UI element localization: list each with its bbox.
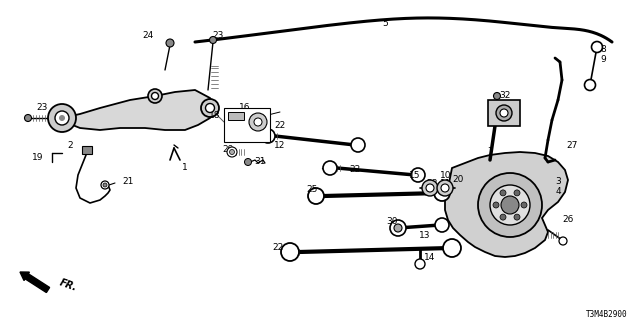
Circle shape bbox=[152, 92, 159, 100]
Circle shape bbox=[244, 158, 252, 165]
Circle shape bbox=[166, 39, 174, 47]
Circle shape bbox=[254, 118, 262, 126]
Polygon shape bbox=[58, 90, 215, 130]
Circle shape bbox=[559, 237, 567, 245]
Polygon shape bbox=[445, 152, 568, 257]
Circle shape bbox=[422, 180, 438, 196]
Text: 4: 4 bbox=[555, 188, 561, 196]
Bar bbox=[488, 100, 520, 126]
Circle shape bbox=[249, 113, 267, 131]
Circle shape bbox=[514, 190, 520, 196]
Text: 9: 9 bbox=[600, 55, 606, 65]
Text: 16: 16 bbox=[239, 103, 251, 113]
Text: 7: 7 bbox=[487, 148, 493, 156]
Circle shape bbox=[205, 103, 214, 113]
Circle shape bbox=[390, 220, 406, 236]
Circle shape bbox=[500, 190, 506, 196]
Circle shape bbox=[48, 104, 76, 132]
Circle shape bbox=[500, 109, 508, 117]
FancyArrow shape bbox=[20, 272, 50, 292]
Circle shape bbox=[415, 259, 425, 269]
Circle shape bbox=[411, 168, 425, 182]
Circle shape bbox=[323, 161, 337, 175]
Text: 14: 14 bbox=[424, 253, 436, 262]
Circle shape bbox=[148, 89, 162, 103]
Text: 5: 5 bbox=[382, 20, 388, 28]
Text: 22: 22 bbox=[349, 165, 360, 174]
Circle shape bbox=[101, 181, 109, 189]
Text: 32: 32 bbox=[499, 92, 511, 100]
Circle shape bbox=[261, 129, 275, 143]
Circle shape bbox=[351, 138, 365, 152]
Text: 12: 12 bbox=[275, 141, 285, 150]
Circle shape bbox=[490, 185, 530, 225]
Circle shape bbox=[434, 185, 450, 201]
Text: 15: 15 bbox=[409, 171, 420, 180]
Text: 21: 21 bbox=[122, 178, 134, 187]
Circle shape bbox=[584, 79, 595, 91]
Circle shape bbox=[591, 42, 602, 52]
Circle shape bbox=[500, 214, 506, 220]
Text: 10: 10 bbox=[440, 171, 452, 180]
Text: 17: 17 bbox=[239, 114, 251, 123]
Circle shape bbox=[227, 147, 237, 157]
Text: 23: 23 bbox=[36, 103, 48, 113]
Text: FR.: FR. bbox=[58, 277, 78, 293]
Circle shape bbox=[281, 243, 299, 261]
Circle shape bbox=[501, 196, 519, 214]
Circle shape bbox=[24, 115, 31, 122]
Text: 23: 23 bbox=[212, 30, 224, 39]
Polygon shape bbox=[228, 112, 244, 120]
Circle shape bbox=[201, 99, 219, 117]
Circle shape bbox=[435, 218, 449, 232]
Text: 11: 11 bbox=[440, 179, 452, 188]
Bar bbox=[224, 108, 270, 142]
Text: 24: 24 bbox=[142, 31, 154, 41]
Circle shape bbox=[496, 105, 512, 121]
Text: 1: 1 bbox=[182, 164, 188, 172]
Text: 22: 22 bbox=[273, 244, 284, 252]
Circle shape bbox=[441, 184, 449, 192]
Text: 20: 20 bbox=[452, 175, 464, 185]
Circle shape bbox=[443, 239, 461, 257]
Circle shape bbox=[493, 92, 500, 100]
Circle shape bbox=[55, 111, 69, 125]
Circle shape bbox=[308, 188, 324, 204]
Text: 29: 29 bbox=[222, 146, 234, 155]
Text: 26: 26 bbox=[563, 215, 573, 225]
Text: 19: 19 bbox=[32, 154, 44, 163]
Circle shape bbox=[493, 202, 499, 208]
Text: 28: 28 bbox=[426, 179, 438, 188]
Text: 30: 30 bbox=[387, 218, 397, 227]
Circle shape bbox=[230, 149, 234, 155]
Text: 31: 31 bbox=[254, 157, 266, 166]
Text: 13: 13 bbox=[419, 231, 431, 241]
Circle shape bbox=[59, 115, 65, 121]
Circle shape bbox=[521, 202, 527, 208]
Circle shape bbox=[437, 180, 453, 196]
Text: 6: 6 bbox=[509, 103, 515, 113]
Bar bbox=[82, 146, 92, 154]
Text: 3: 3 bbox=[555, 178, 561, 187]
Circle shape bbox=[209, 36, 216, 44]
Text: 2: 2 bbox=[67, 140, 73, 149]
Text: 22: 22 bbox=[275, 122, 285, 131]
Circle shape bbox=[514, 214, 520, 220]
Circle shape bbox=[103, 183, 107, 187]
Circle shape bbox=[426, 184, 434, 192]
Circle shape bbox=[394, 224, 402, 232]
Text: 25: 25 bbox=[307, 186, 317, 195]
Text: 27: 27 bbox=[566, 140, 578, 149]
Circle shape bbox=[478, 173, 542, 237]
Text: T3M4B2900: T3M4B2900 bbox=[586, 310, 628, 319]
Text: 18: 18 bbox=[209, 110, 221, 119]
Text: 8: 8 bbox=[600, 45, 606, 54]
